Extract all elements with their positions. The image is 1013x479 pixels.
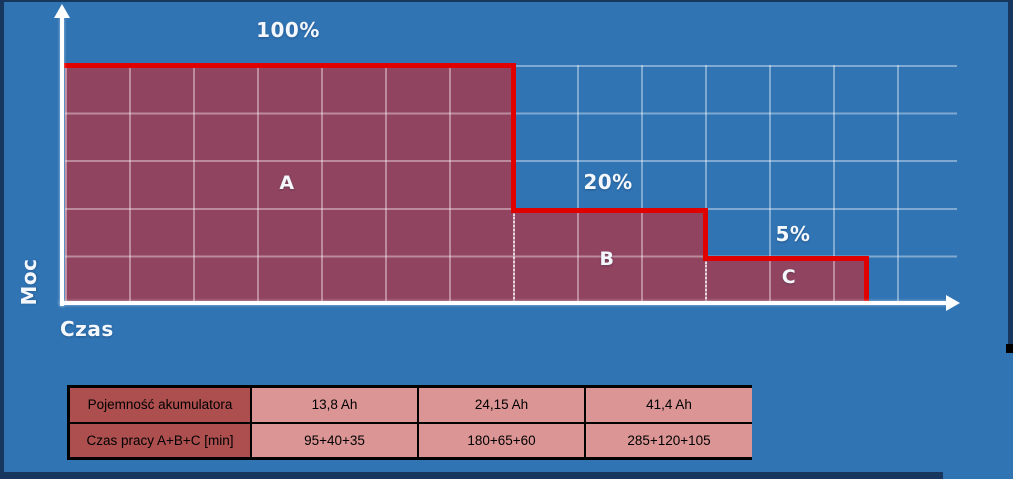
battery-table: Pojemność akumulatora 13,8 Ah 24,15 Ah 4… [67,385,752,460]
zone-label-A: A [279,172,295,194]
curve-segment-20pct [511,208,708,213]
table-cell-capacity-2: 24,15 Ah [419,388,584,422]
frame-edge-bottom [0,472,943,479]
x-axis-title: Czas [60,317,114,341]
area-fill-C [705,259,866,303]
area-fill-B [513,211,705,303]
y-axis-line [60,16,64,306]
table-row-header-capacity: Pojemność akumulatora [70,388,250,422]
curve-drop-20-5 [703,208,708,261]
curve-segment-5pct [703,256,869,261]
zone-label-C: C [781,266,797,288]
dashed-guide-step2 [705,262,707,303]
zone-label-B: B [599,248,615,270]
frame-edge-left [0,0,4,472]
power-label-5pct: 5% [775,222,811,246]
table-cell-worktime-2: 180+65+60 [419,423,584,457]
y-axis-title: Moc [17,258,41,306]
y-axis-arrow-icon [54,4,70,18]
curve-drop-100-20 [511,63,516,213]
x-axis-line [60,301,948,305]
power-label-100pct: 100% [256,18,320,42]
frame-edge-top [0,0,1013,2]
frame-notch [1006,344,1013,353]
dashed-guide-step1 [513,214,515,303]
table-cell-worktime-1: 95+40+35 [252,423,417,457]
table-cell-worktime-3: 285+120+105 [586,423,752,457]
x-axis-arrow-icon [946,295,960,311]
curve-segment-100pct [64,63,516,68]
power-label-20pct: 20% [583,170,633,194]
table-cell-capacity-3: 41,4 Ah [586,388,752,422]
area-fill-A [65,66,513,303]
frame-edge-right [1008,0,1013,345]
table-row-header-worktime: Czas pracy A+B+C [min] [70,423,250,457]
table-cell-capacity-1: 13,8 Ah [252,388,417,422]
curve-end-drop [864,256,869,305]
